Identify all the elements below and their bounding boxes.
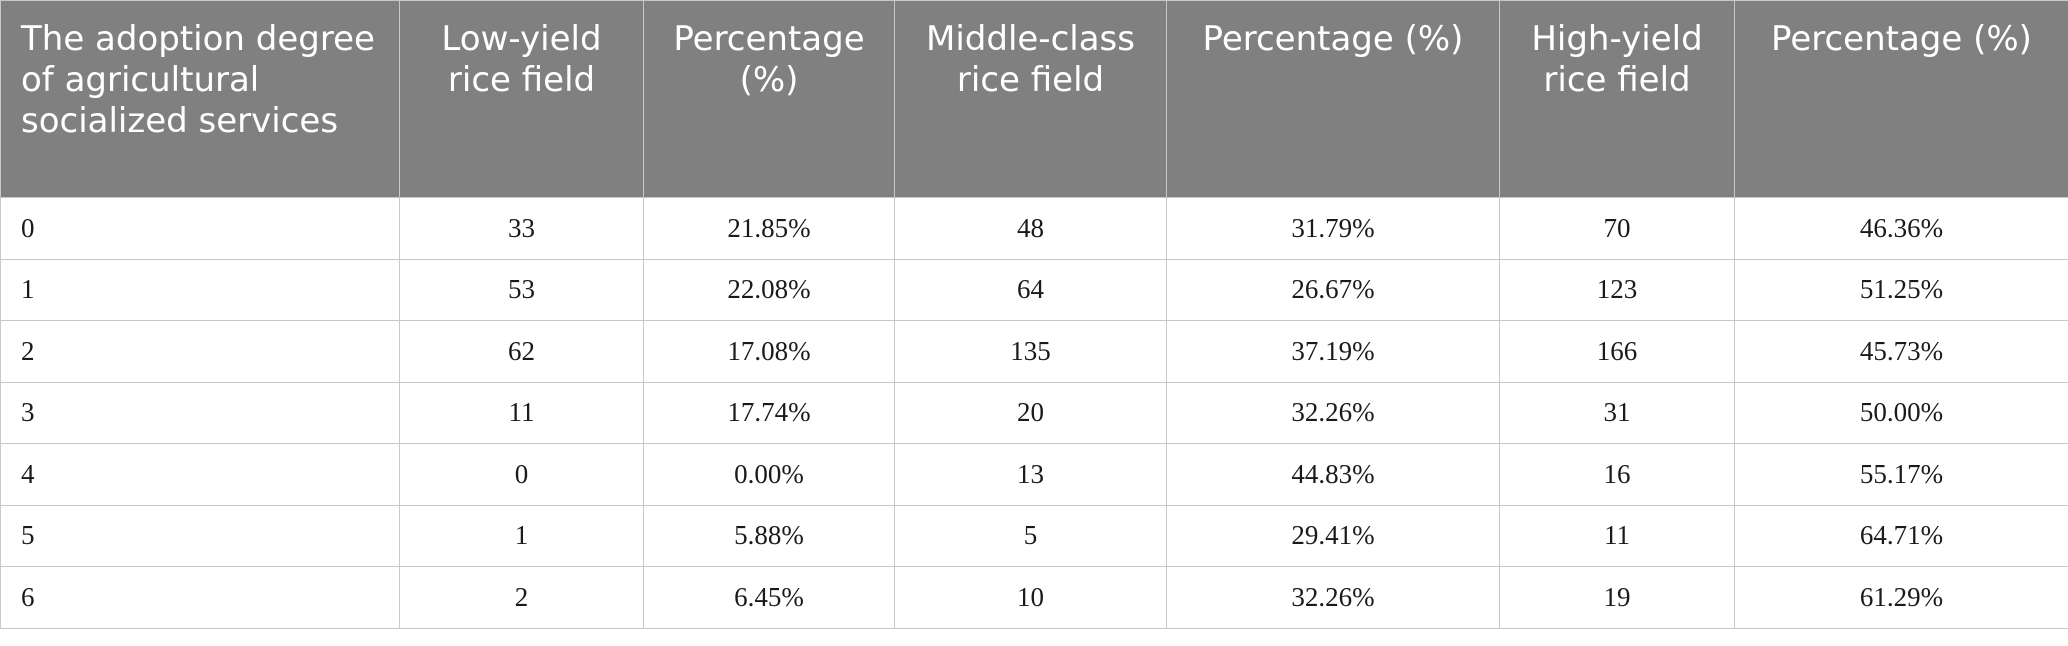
cell-high-yield: 11 (1499, 504, 1735, 567)
cell-middle-class-percentage: 29.41% (1166, 504, 1500, 567)
cell-high-yield-percentage: 55.17% (1734, 443, 2068, 506)
cell-high-yield-percentage: 51.25% (1734, 258, 2068, 321)
cell-low-yield-percentage: 5.88% (643, 504, 895, 567)
table-row: 1 53 22.08% 64 26.67% 123 51.25% (0, 258, 2068, 321)
table-row: 6 2 6.45% 10 32.26% 19 61.29% (0, 566, 2068, 629)
cell-high-yield-percentage: 64.71% (1734, 504, 2068, 567)
cell-low-yield: 62 (399, 320, 644, 383)
cell-high-yield: 123 (1499, 258, 1735, 321)
cell-low-yield: 1 (399, 504, 644, 567)
cell-adoption-degree: 6 (0, 566, 400, 629)
data-table: The adoption degree of agricultural soci… (0, 0, 2068, 629)
cell-low-yield-percentage: 6.45% (643, 566, 895, 629)
cell-high-yield: 19 (1499, 566, 1735, 629)
cell-low-yield-percentage: 17.08% (643, 320, 895, 383)
cell-high-yield: 70 (1499, 197, 1735, 260)
cell-high-yield-percentage: 50.00% (1734, 381, 2068, 444)
cell-low-yield-percentage: 21.85% (643, 197, 895, 260)
cell-middle-class-percentage: 32.26% (1166, 381, 1500, 444)
cell-low-yield: 53 (399, 258, 644, 321)
cell-middle-class: 64 (894, 258, 1167, 321)
cell-low-yield: 33 (399, 197, 644, 260)
cell-middle-class-percentage: 26.67% (1166, 258, 1500, 321)
cell-middle-class: 48 (894, 197, 1167, 260)
cell-middle-class: 135 (894, 320, 1167, 383)
cell-low-yield: 2 (399, 566, 644, 629)
cell-low-yield-percentage: 0.00% (643, 443, 895, 506)
cell-middle-class-percentage: 37.19% (1166, 320, 1500, 383)
cell-high-yield-percentage: 45.73% (1734, 320, 2068, 383)
cell-high-yield-percentage: 46.36% (1734, 197, 2068, 260)
column-header-adoption-degree: The adoption degree of agricultural soci… (0, 0, 400, 198)
header-row: The adoption degree of agricultural soci… (0, 0, 2068, 198)
cell-middle-class-percentage: 32.26% (1166, 566, 1500, 629)
cell-low-yield-percentage: 17.74% (643, 381, 895, 444)
cell-middle-class: 10 (894, 566, 1167, 629)
cell-middle-class: 20 (894, 381, 1167, 444)
cell-middle-class-percentage: 31.79% (1166, 197, 1500, 260)
cell-middle-class-percentage: 44.83% (1166, 443, 1500, 506)
column-header-high-yield: High-yield rice field (1499, 0, 1735, 198)
column-header-high-yield-percentage: Percentage (%) (1734, 0, 2068, 198)
column-header-middle-class: Middle-class rice field (894, 0, 1167, 198)
column-header-low-yield: Low-yield rice field (399, 0, 644, 198)
column-header-low-yield-percentage: Percentage (%) (643, 0, 895, 198)
table-row: 2 62 17.08% 135 37.19% 166 45.73% (0, 320, 2068, 383)
cell-low-yield-percentage: 22.08% (643, 258, 895, 321)
cell-high-yield: 31 (1499, 381, 1735, 444)
cell-adoption-degree: 3 (0, 381, 400, 444)
cell-low-yield: 0 (399, 443, 644, 506)
cell-adoption-degree: 0 (0, 197, 400, 260)
cell-high-yield: 166 (1499, 320, 1735, 383)
table-row: 4 0 0.00% 13 44.83% 16 55.17% (0, 443, 2068, 506)
cell-high-yield-percentage: 61.29% (1734, 566, 2068, 629)
table-row: 5 1 5.88% 5 29.41% 11 64.71% (0, 504, 2068, 567)
cell-middle-class: 5 (894, 504, 1167, 567)
cell-middle-class: 13 (894, 443, 1167, 506)
cell-adoption-degree: 1 (0, 258, 400, 321)
cell-low-yield: 11 (399, 381, 644, 444)
cell-high-yield: 16 (1499, 443, 1735, 506)
column-header-middle-class-percentage: Percentage (%) (1166, 0, 1500, 198)
cell-adoption-degree: 4 (0, 443, 400, 506)
table-header: The adoption degree of agricultural soci… (0, 0, 2068, 198)
table-body: 0 33 21.85% 48 31.79% 70 46.36% 1 53 22.… (0, 197, 2068, 629)
table-row: 3 11 17.74% 20 32.26% 31 50.00% (0, 381, 2068, 444)
cell-adoption-degree: 5 (0, 504, 400, 567)
table-row: 0 33 21.85% 48 31.79% 70 46.36% (0, 197, 2068, 260)
cell-adoption-degree: 2 (0, 320, 400, 383)
